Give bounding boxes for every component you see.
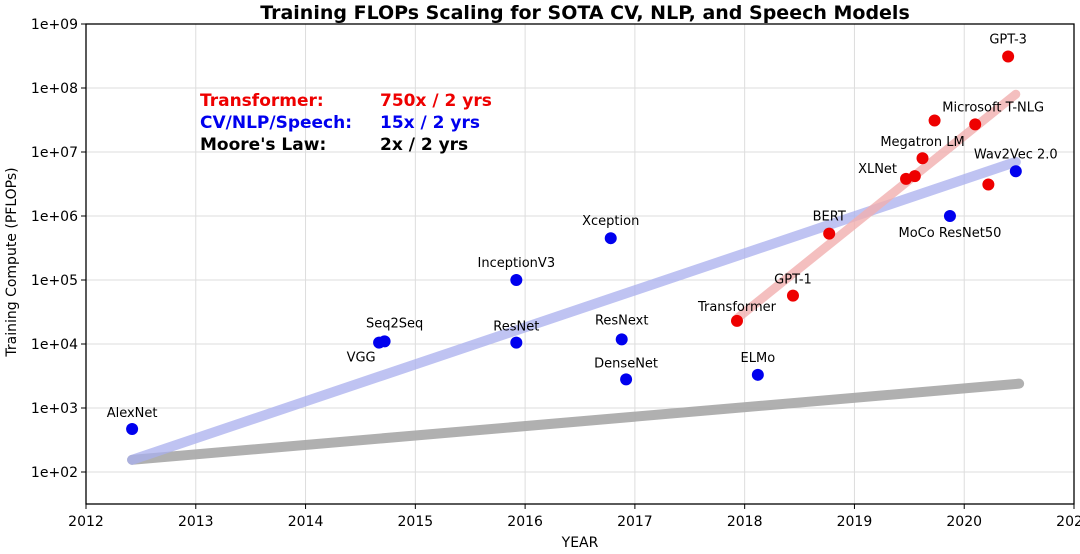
transformer-point-unlabeled (982, 178, 995, 191)
y-tick-label: 1e+09 (31, 17, 78, 33)
label-inceptionv3: InceptionV3 (478, 256, 556, 271)
cv-point-inceptionv3 (510, 274, 523, 286)
label-vgg: VGG (347, 351, 376, 366)
x-tick-label: 2013 (178, 514, 214, 530)
label-seq2seq: Seq2Seq (366, 316, 423, 331)
label-transformer: Transformer (697, 300, 777, 315)
annotation-moore-rate: 2x / 2 yrs (380, 135, 468, 155)
label-resnet: ResNet (493, 320, 539, 335)
transformer-point-megatron-lm (916, 152, 929, 165)
grid (86, 23, 1074, 504)
label-xlnet: XLNet (858, 162, 897, 177)
label-megatron-lm: Megatron LM (880, 135, 964, 150)
label-xception: Xception (582, 214, 639, 229)
y-tick-label: 1e+08 (31, 81, 78, 97)
label-wav2vec-2-0: Wav2Vec 2.0 (974, 147, 1058, 162)
y-tick-label: 1e+05 (31, 273, 78, 289)
cv-point-xception (604, 232, 617, 245)
x-tick-label: 2014 (288, 514, 324, 530)
y-axis-ticks: 1e+02 1e+03 1e+04 1e+05 1e+06 1e+07 1e+08 1e+09 (31, 17, 86, 481)
legend-annotations: Transformer: 750x / 2 yrs CV/NLP/Speech:… (200, 91, 492, 155)
cv-point-alexnet (126, 422, 139, 435)
label-elmo: ELMo (741, 351, 776, 366)
moore-law-trend-line (127, 378, 1025, 465)
x-axis-label: YEAR (561, 535, 599, 551)
data-points (126, 50, 1022, 435)
cv-point-seq2seq (378, 335, 391, 348)
annotation-transformer-rate: 750x / 2 yrs (380, 91, 492, 111)
label-resnext: ResNext (595, 313, 649, 328)
cv-point-densenet (620, 373, 633, 386)
label-microsoft-t-nlg: Microsoft T-NLG (942, 100, 1044, 115)
label-alexnet: AlexNet (107, 406, 158, 421)
point-labels: AlexNet VGG Seq2Seq ResNet InceptionV3 Xcepti… (107, 33, 1058, 421)
x-tick-label: 2015 (398, 514, 434, 530)
x-tick-label: 2020 (946, 514, 982, 530)
y-tick-label: 1e+07 (31, 145, 78, 161)
x-tick-label: 2018 (727, 514, 763, 530)
transformer-point-unlabeled (908, 170, 921, 183)
y-tick-label: 1e+03 (31, 401, 78, 417)
label-gpt-1: GPT-1 (774, 273, 812, 288)
y-tick-label: 1e+04 (31, 337, 78, 353)
label-bert: BERT (813, 210, 846, 225)
x-tick-label: 2016 (507, 514, 543, 530)
x-tick-label: 2019 (837, 514, 873, 530)
cv-point-resnext (615, 333, 628, 346)
transformer-point-transformer (730, 314, 743, 327)
annotation-cv-name: CV/NLP/Speech: (200, 113, 352, 133)
transformer-trend-line (732, 89, 1021, 324)
transformer-point-unlabeled (928, 114, 941, 127)
transformer-point-gpt-1 (786, 289, 799, 302)
y-tick-label: 1e+02 (31, 465, 78, 481)
x-tick-label: 2012 (68, 514, 104, 530)
cv-point-resnet (510, 336, 523, 349)
cv-point-wav2vec-2-0 (1009, 165, 1022, 178)
trendlines (127, 89, 1025, 465)
annotation-transformer-name: Transformer: (200, 91, 324, 111)
transformer-point-microsoft-t-nlg (969, 118, 982, 131)
label-gpt-3: GPT-3 (989, 33, 1027, 48)
label-moco-resnet50: MoCo ResNet50 (898, 226, 1001, 241)
transformer-point-bert (823, 227, 836, 240)
label-densenet: DenseNet (594, 356, 658, 371)
plot-frame (85, 23, 1075, 505)
annotation-moore-name: Moore's Law: (200, 135, 326, 155)
x-tick-label: 2017 (617, 514, 653, 530)
cv-point-moco-resnet50 (943, 210, 956, 222)
chart-title: Training FLOPs Scaling for SOTA CV, NLP,… (260, 2, 910, 24)
y-axis-label: Training Compute (PFLOPs) (4, 167, 20, 357)
transformer-point-gpt-3 (1002, 50, 1015, 63)
annotation-cv-rate: 15x / 2 yrs (380, 113, 480, 133)
cv-point-elmo (751, 368, 764, 381)
y-tick-label: 1e+06 (31, 209, 78, 225)
